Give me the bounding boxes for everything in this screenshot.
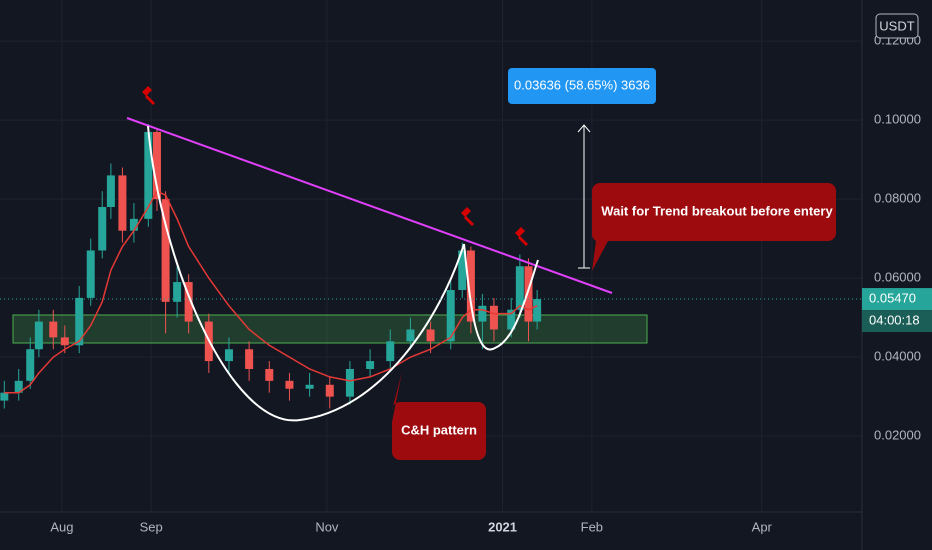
pattern-callout — [392, 372, 486, 460]
x-tick-label: Apr — [752, 519, 773, 534]
y-tick-label: 0.04000 — [874, 349, 921, 364]
candle-body — [386, 341, 395, 362]
candle-body — [0, 392, 9, 401]
candle-body — [406, 329, 415, 342]
countdown: 04:00:18 — [869, 312, 920, 327]
candle-body — [366, 361, 375, 369]
candle-body — [144, 131, 153, 219]
candle-body — [75, 297, 84, 346]
last-price-box — [862, 288, 932, 311]
x-tick-label: Aug — [50, 519, 73, 534]
moving-average — [4, 190, 538, 394]
callout-box — [591, 183, 836, 271]
countdown-box — [862, 310, 932, 333]
candle-body — [345, 368, 354, 397]
callout-text: Wait for Trend breakout before entery — [601, 203, 833, 218]
currency-box — [875, 13, 919, 39]
cup-curve — [147, 125, 465, 422]
x-tick-label: Feb — [581, 519, 603, 534]
candle-body — [34, 321, 43, 350]
currency: USDT — [879, 18, 914, 33]
candle-body — [285, 380, 294, 389]
handle-curve — [463, 243, 539, 351]
candle-body — [533, 299, 542, 322]
candle-body — [426, 329, 435, 342]
candle-body — [446, 289, 455, 342]
candle-body — [507, 309, 516, 330]
y-tick-label: 0.02000 — [874, 428, 921, 443]
candle-body — [515, 266, 524, 310]
candle-body — [524, 266, 533, 322]
candle-body — [224, 349, 233, 362]
candle-body — [49, 321, 58, 338]
measure-arrow — [577, 124, 591, 269]
candle-body — [466, 250, 475, 322]
candle-body — [161, 199, 170, 302]
candle-body — [458, 250, 467, 290]
candle-body — [184, 282, 193, 322]
x-tick-label: Sep — [140, 519, 163, 534]
candle-body — [478, 305, 487, 322]
candle-body — [489, 305, 498, 330]
last-price-label: 0.05470 — [869, 290, 916, 305]
candle-body — [173, 282, 182, 302]
candle-body — [245, 349, 254, 369]
x-tick-label: Nov — [315, 519, 339, 534]
flags — [142, 86, 528, 246]
candle-body — [325, 384, 334, 397]
trend-line — [126, 117, 613, 294]
candle-body — [26, 349, 35, 381]
candle-body — [86, 250, 95, 298]
candle-body — [305, 384, 314, 389]
candle-body — [98, 207, 107, 251]
candle-body — [129, 218, 138, 231]
support-zone — [12, 314, 648, 344]
x-tick-label: 2021 — [488, 519, 517, 534]
candle-body — [60, 337, 69, 346]
candle-body — [265, 368, 274, 381]
candle-body — [106, 175, 115, 208]
grid — [0, 0, 862, 512]
measure-label: 0.03636 (58.65%) 3636 — [514, 77, 650, 92]
measure-label-box — [508, 68, 656, 104]
candle-body — [152, 131, 161, 200]
y-tick-label: 0.10000 — [874, 112, 921, 127]
candle-body — [14, 380, 23, 393]
y-tick-label: 0.06000 — [874, 270, 921, 285]
pattern-text: C&H pattern — [401, 422, 477, 437]
axes: 0.020000.040000.060000.080000.100000.120… — [0, 33, 932, 534]
candle-body — [118, 175, 127, 231]
y-tick-label: 0.08000 — [874, 191, 921, 206]
